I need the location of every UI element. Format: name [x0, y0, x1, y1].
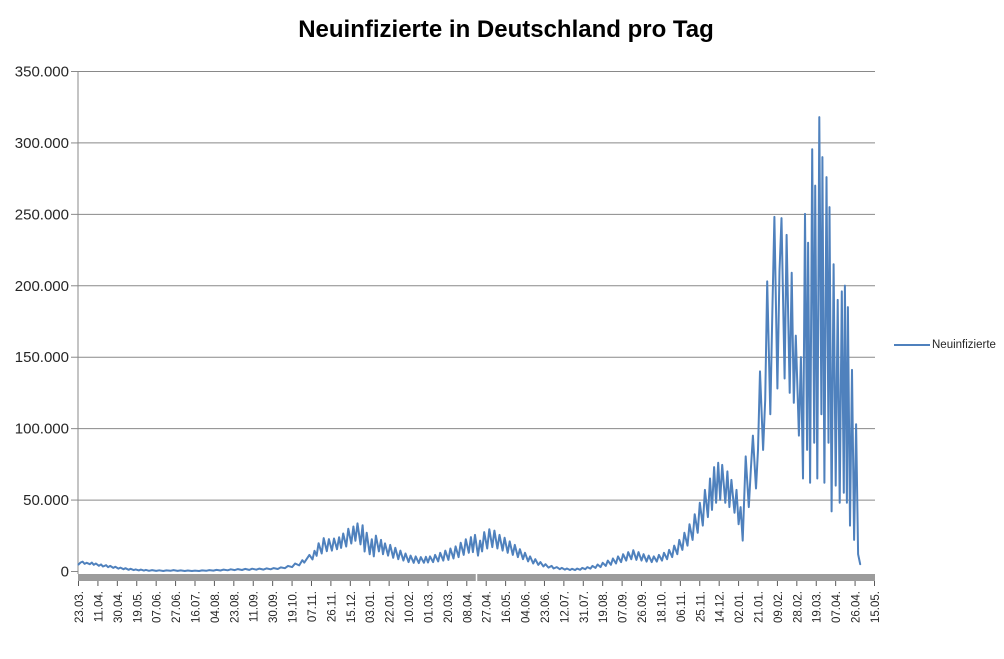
x-axis-tick-label: 16.07.	[190, 591, 202, 623]
chart-title: Neuinfizierte in Deutschland pro Tag	[298, 16, 714, 43]
x-axis-tick-label: 06.11.	[676, 591, 688, 622]
x-axis-tick-label: 23.03.	[74, 591, 86, 623]
x-axis-tick-label: 21.01.	[754, 591, 766, 623]
x-axis-tick-label: 04.08.	[210, 591, 222, 623]
y-axis-tick-label: 350.000	[15, 64, 69, 81]
y-axis: 0 50.000 100.000 150.000 200.000 250.000 300.0…	[15, 64, 79, 581]
legend-series-label: Neuinfizierte	[932, 339, 996, 351]
x-axis-tick-label: 19.03.	[812, 591, 824, 623]
x-axis: 23.03. 11.04. 30.04. 19.05. 07.06. 27.06. 16.0…	[74, 573, 882, 623]
x-axis-tick-label: 09.02.	[773, 591, 785, 623]
x-axis-tick-label: 28.02.	[792, 591, 804, 623]
legend: Neuinfizierte	[894, 339, 996, 351]
x-axis-tick-label: 04.06.	[521, 591, 533, 623]
x-axis-tick-label: 15.12.	[346, 591, 358, 623]
x-axis-tick-label: 07.06.	[152, 591, 164, 623]
y-axis-tick-label: 50.000	[23, 492, 69, 509]
y-axis-tick-label: 0	[61, 564, 69, 581]
x-axis-tick-label: 26.11.	[326, 591, 338, 622]
x-axis-tick-label: 18.10.	[656, 591, 668, 623]
x-axis-tick-label: 23.06.	[540, 591, 552, 623]
y-axis-tick-label: 150.000	[15, 349, 69, 366]
x-axis-tick-label: 07.09.	[618, 591, 630, 623]
x-axis-tick-label: 11.09.	[249, 591, 261, 622]
x-axis-tick-label: 26.09.	[637, 591, 649, 623]
x-axis-tick-label: 08.04.	[462, 591, 474, 623]
x-axis-tick-label: 10.02.	[404, 591, 416, 623]
x-axis-tick-label: 11.04.	[93, 591, 105, 622]
x-axis-tick-label: 15.05.	[870, 591, 882, 623]
x-axis-tick-label: 26.04.	[851, 591, 863, 623]
x-axis-tick-label: 30.04.	[113, 591, 125, 623]
x-axis-tick-label: 03.01.	[365, 591, 377, 623]
y-axis-tick-label: 250.000	[15, 206, 69, 223]
x-axis-tick-label: 02.01.	[734, 591, 746, 623]
x-axis-tick-label: 31.07.	[579, 591, 591, 623]
x-axis-tick-label: 20.03.	[443, 591, 455, 623]
x-axis-tick-label: 22.01.	[385, 591, 397, 623]
x-axis-tick-label: 07.04.	[831, 591, 843, 623]
x-axis-tick-label: 12.07.	[559, 591, 571, 623]
gridlines	[78, 71, 875, 501]
x-axis-tick-label: 19.05.	[132, 591, 144, 623]
y-axis-tick-label: 300.000	[15, 135, 69, 152]
x-axis-tick-label: 07.11.	[307, 591, 319, 622]
x-axis-tick-label: 01.03.	[423, 591, 435, 623]
legend-line-swatch	[894, 344, 930, 346]
x-axis-tick-label: 30.09.	[268, 591, 280, 623]
x-axis-tick-label: 27.06.	[171, 591, 183, 623]
y-axis-tick-label: 200.000	[15, 278, 69, 295]
series-line-neuinfizierte	[77, 116, 862, 572]
x-axis-tick-label: 19.10.	[288, 591, 300, 623]
x-axis-tick-label: 25.11.	[695, 591, 707, 622]
x-axis-tick-label: 14.12.	[715, 591, 727, 623]
x-axis-tick-label: 27.04.	[482, 591, 494, 623]
y-axis-tick-label: 100.000	[15, 421, 69, 438]
x-axis-tick-label: 16.05.	[501, 591, 513, 623]
x-axis-tick-label: 19.08.	[598, 591, 610, 623]
x-axis-tick-label: 23.08.	[229, 591, 241, 623]
